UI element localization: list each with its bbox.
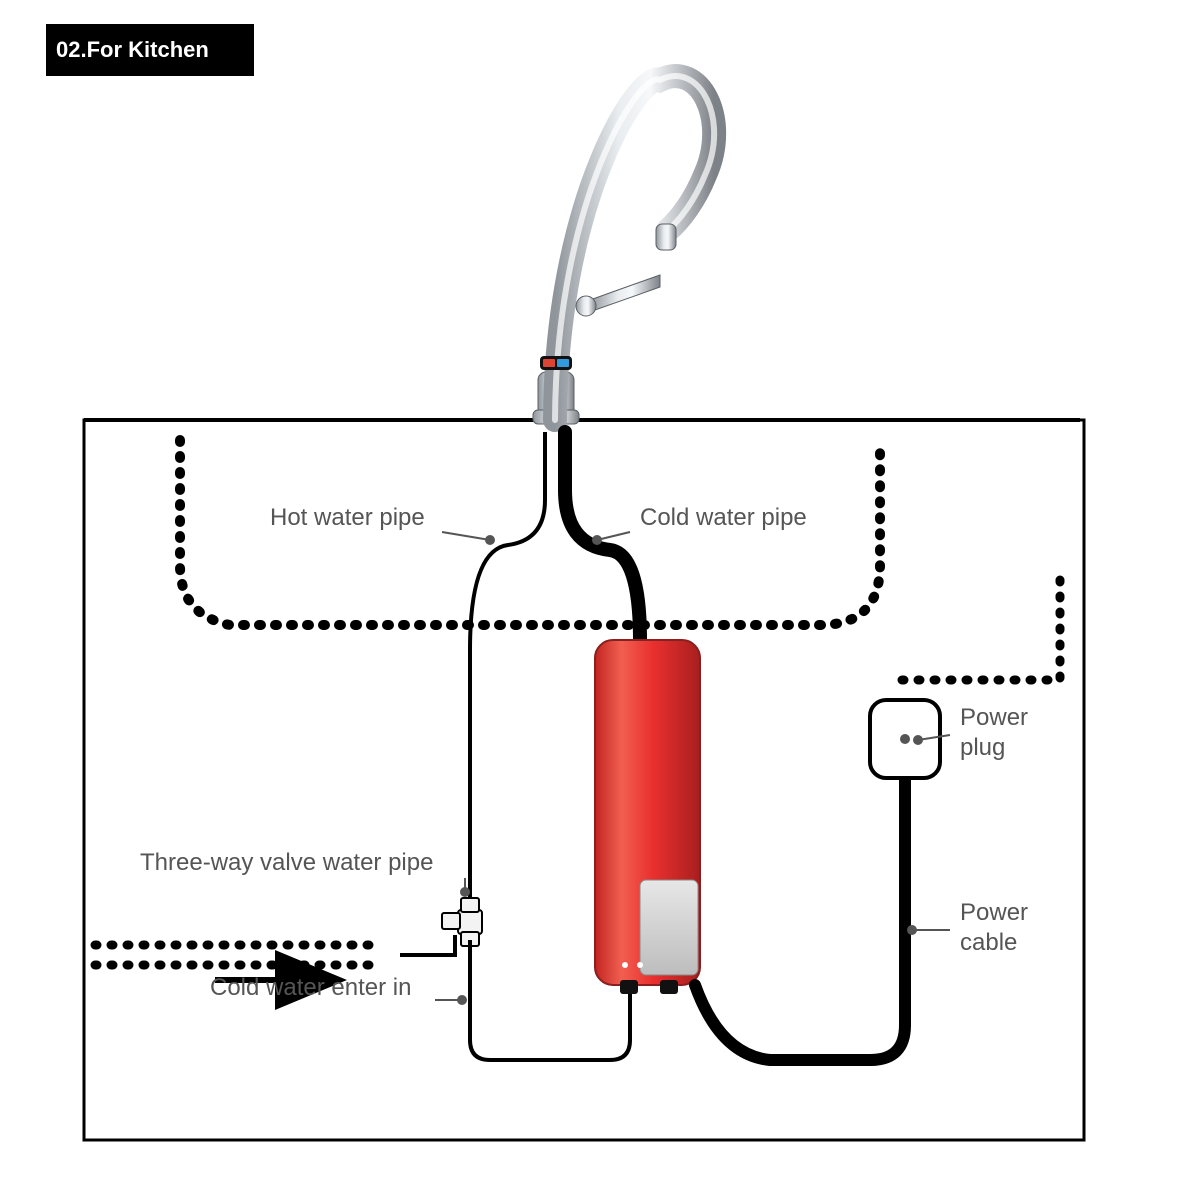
three-way-valve — [442, 898, 482, 946]
power-cable — [695, 780, 905, 1060]
label-three_way_valve: Three-way valve water pipe — [140, 849, 433, 876]
label-power_plug: Power — [960, 704, 1028, 731]
label-cold_water_enter: Cold water enter in — [210, 974, 411, 1001]
diagram-svg: Hot water pipe Cold water pipe Power plug Th… — [0, 0, 1200, 1200]
water-heater — [595, 640, 700, 994]
sink-outline-dashed — [180, 440, 880, 625]
label-power_cable: Power — [960, 899, 1028, 926]
cold-water-pipe — [565, 432, 640, 640]
faucet — [533, 76, 714, 424]
wall-power-dashed — [900, 580, 1060, 680]
label-hot_water_pipe: Hot water pipe — [270, 504, 425, 531]
label-cold_water_pipe: Cold water pipe — [640, 504, 807, 531]
label-power_cable2: cable — [960, 929, 1017, 956]
cold-to-valve-pipe — [400, 935, 455, 955]
diagram-stage: 02.For Kitchen — [0, 0, 1200, 1200]
label-power_plug2: plug — [960, 734, 1005, 761]
hot-water-pipe — [470, 432, 545, 905]
counter-cabinet — [84, 420, 1084, 1140]
